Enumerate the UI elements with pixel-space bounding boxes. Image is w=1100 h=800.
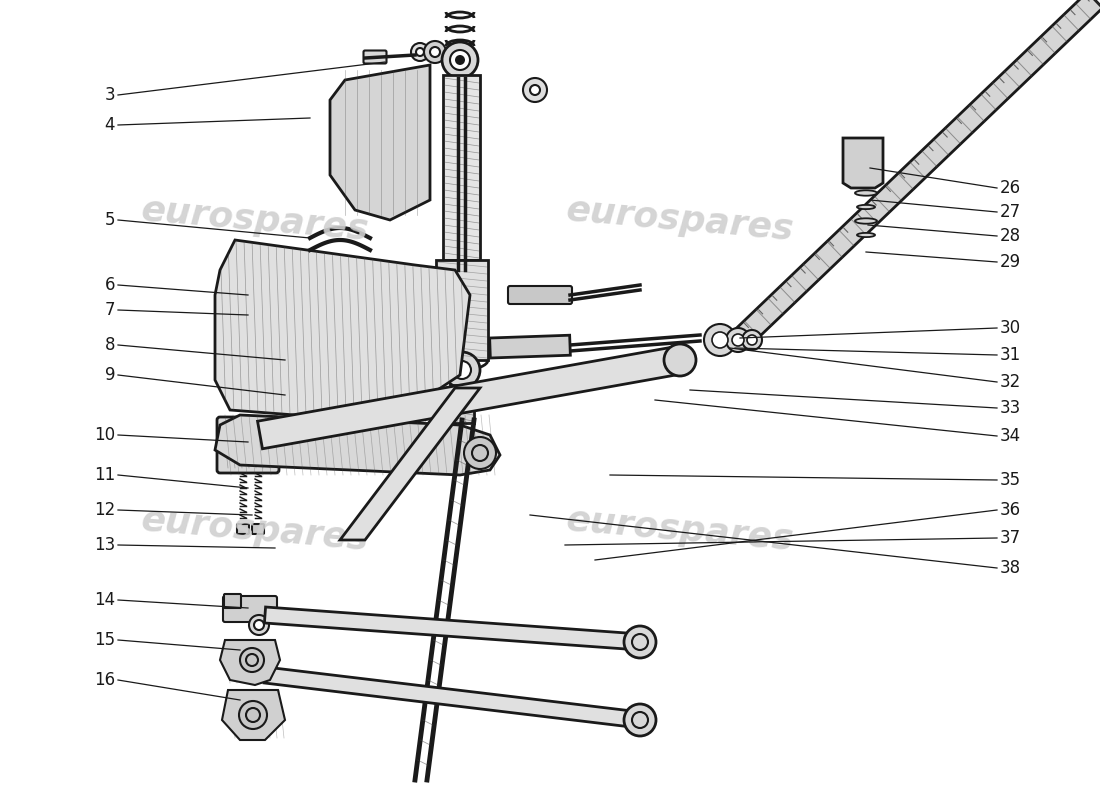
Circle shape (239, 701, 267, 729)
Text: 5: 5 (104, 211, 116, 229)
Text: 3: 3 (104, 86, 116, 104)
Circle shape (430, 47, 440, 57)
Circle shape (221, 301, 239, 319)
Circle shape (226, 287, 235, 297)
Circle shape (712, 332, 728, 348)
Ellipse shape (855, 218, 877, 224)
Text: 38: 38 (1000, 559, 1021, 577)
Polygon shape (264, 607, 640, 650)
Circle shape (444, 352, 480, 388)
Polygon shape (733, 0, 1100, 348)
Circle shape (624, 626, 656, 658)
Circle shape (747, 335, 757, 345)
Text: 28: 28 (1000, 227, 1021, 245)
Circle shape (464, 437, 496, 469)
Text: eurospares: eurospares (140, 193, 371, 247)
Circle shape (241, 433, 255, 447)
Ellipse shape (375, 371, 405, 385)
Text: 37: 37 (1000, 529, 1021, 547)
Text: 33: 33 (1000, 399, 1021, 417)
Circle shape (530, 85, 540, 95)
Text: 10: 10 (94, 426, 115, 444)
Circle shape (234, 426, 262, 454)
Text: 13: 13 (94, 536, 115, 554)
Circle shape (732, 334, 744, 346)
Text: 9: 9 (104, 366, 116, 384)
Circle shape (411, 43, 429, 61)
FancyBboxPatch shape (217, 417, 279, 473)
Bar (436, 260, 488, 360)
Text: 31: 31 (1000, 346, 1021, 364)
Text: 34: 34 (1000, 427, 1021, 445)
Circle shape (226, 306, 234, 314)
Ellipse shape (280, 372, 310, 388)
Text: eurospares: eurospares (140, 503, 371, 557)
Circle shape (254, 620, 264, 630)
FancyBboxPatch shape (223, 596, 277, 622)
Polygon shape (843, 138, 883, 188)
FancyBboxPatch shape (363, 50, 386, 63)
Text: 26: 26 (1000, 179, 1021, 197)
Text: 12: 12 (94, 501, 115, 519)
Polygon shape (214, 240, 470, 415)
Circle shape (450, 50, 470, 70)
FancyBboxPatch shape (224, 594, 241, 608)
Circle shape (233, 450, 243, 460)
Circle shape (220, 282, 240, 302)
Circle shape (624, 704, 656, 736)
Polygon shape (264, 667, 641, 728)
Text: 36: 36 (1000, 501, 1021, 519)
FancyBboxPatch shape (508, 286, 572, 304)
Circle shape (453, 361, 471, 379)
Polygon shape (214, 415, 500, 475)
Text: 30: 30 (1000, 319, 1021, 337)
Text: 11: 11 (94, 466, 115, 484)
Text: 32: 32 (1000, 373, 1021, 391)
Text: eurospares: eurospares (564, 193, 795, 247)
Circle shape (424, 41, 446, 63)
Ellipse shape (261, 356, 275, 364)
Circle shape (442, 42, 478, 78)
Text: eurospares: eurospares (564, 503, 795, 557)
Circle shape (416, 48, 424, 56)
Circle shape (455, 55, 465, 65)
Circle shape (742, 330, 762, 350)
Text: 14: 14 (94, 591, 115, 609)
FancyBboxPatch shape (252, 524, 264, 534)
Circle shape (522, 78, 547, 102)
Bar (450, 385, 474, 423)
Polygon shape (490, 335, 570, 358)
Circle shape (249, 615, 270, 635)
Text: 7: 7 (104, 301, 116, 319)
Text: 35: 35 (1000, 471, 1021, 489)
Polygon shape (340, 388, 480, 540)
Circle shape (726, 328, 750, 352)
Polygon shape (222, 690, 285, 740)
Text: 15: 15 (94, 631, 115, 649)
Ellipse shape (318, 370, 363, 386)
Polygon shape (220, 640, 280, 685)
Ellipse shape (857, 233, 874, 237)
Text: 6: 6 (104, 276, 116, 294)
Text: 4: 4 (104, 116, 116, 134)
Circle shape (240, 648, 264, 672)
Text: 29: 29 (1000, 253, 1021, 271)
Bar (443, 75, 480, 260)
FancyBboxPatch shape (236, 524, 249, 534)
Circle shape (664, 344, 696, 376)
Text: 27: 27 (1000, 203, 1021, 221)
Circle shape (704, 324, 736, 356)
Polygon shape (330, 65, 430, 220)
Ellipse shape (855, 190, 877, 196)
Text: 16: 16 (94, 671, 115, 689)
Ellipse shape (857, 205, 874, 209)
Polygon shape (257, 346, 682, 449)
Text: 8: 8 (104, 336, 116, 354)
